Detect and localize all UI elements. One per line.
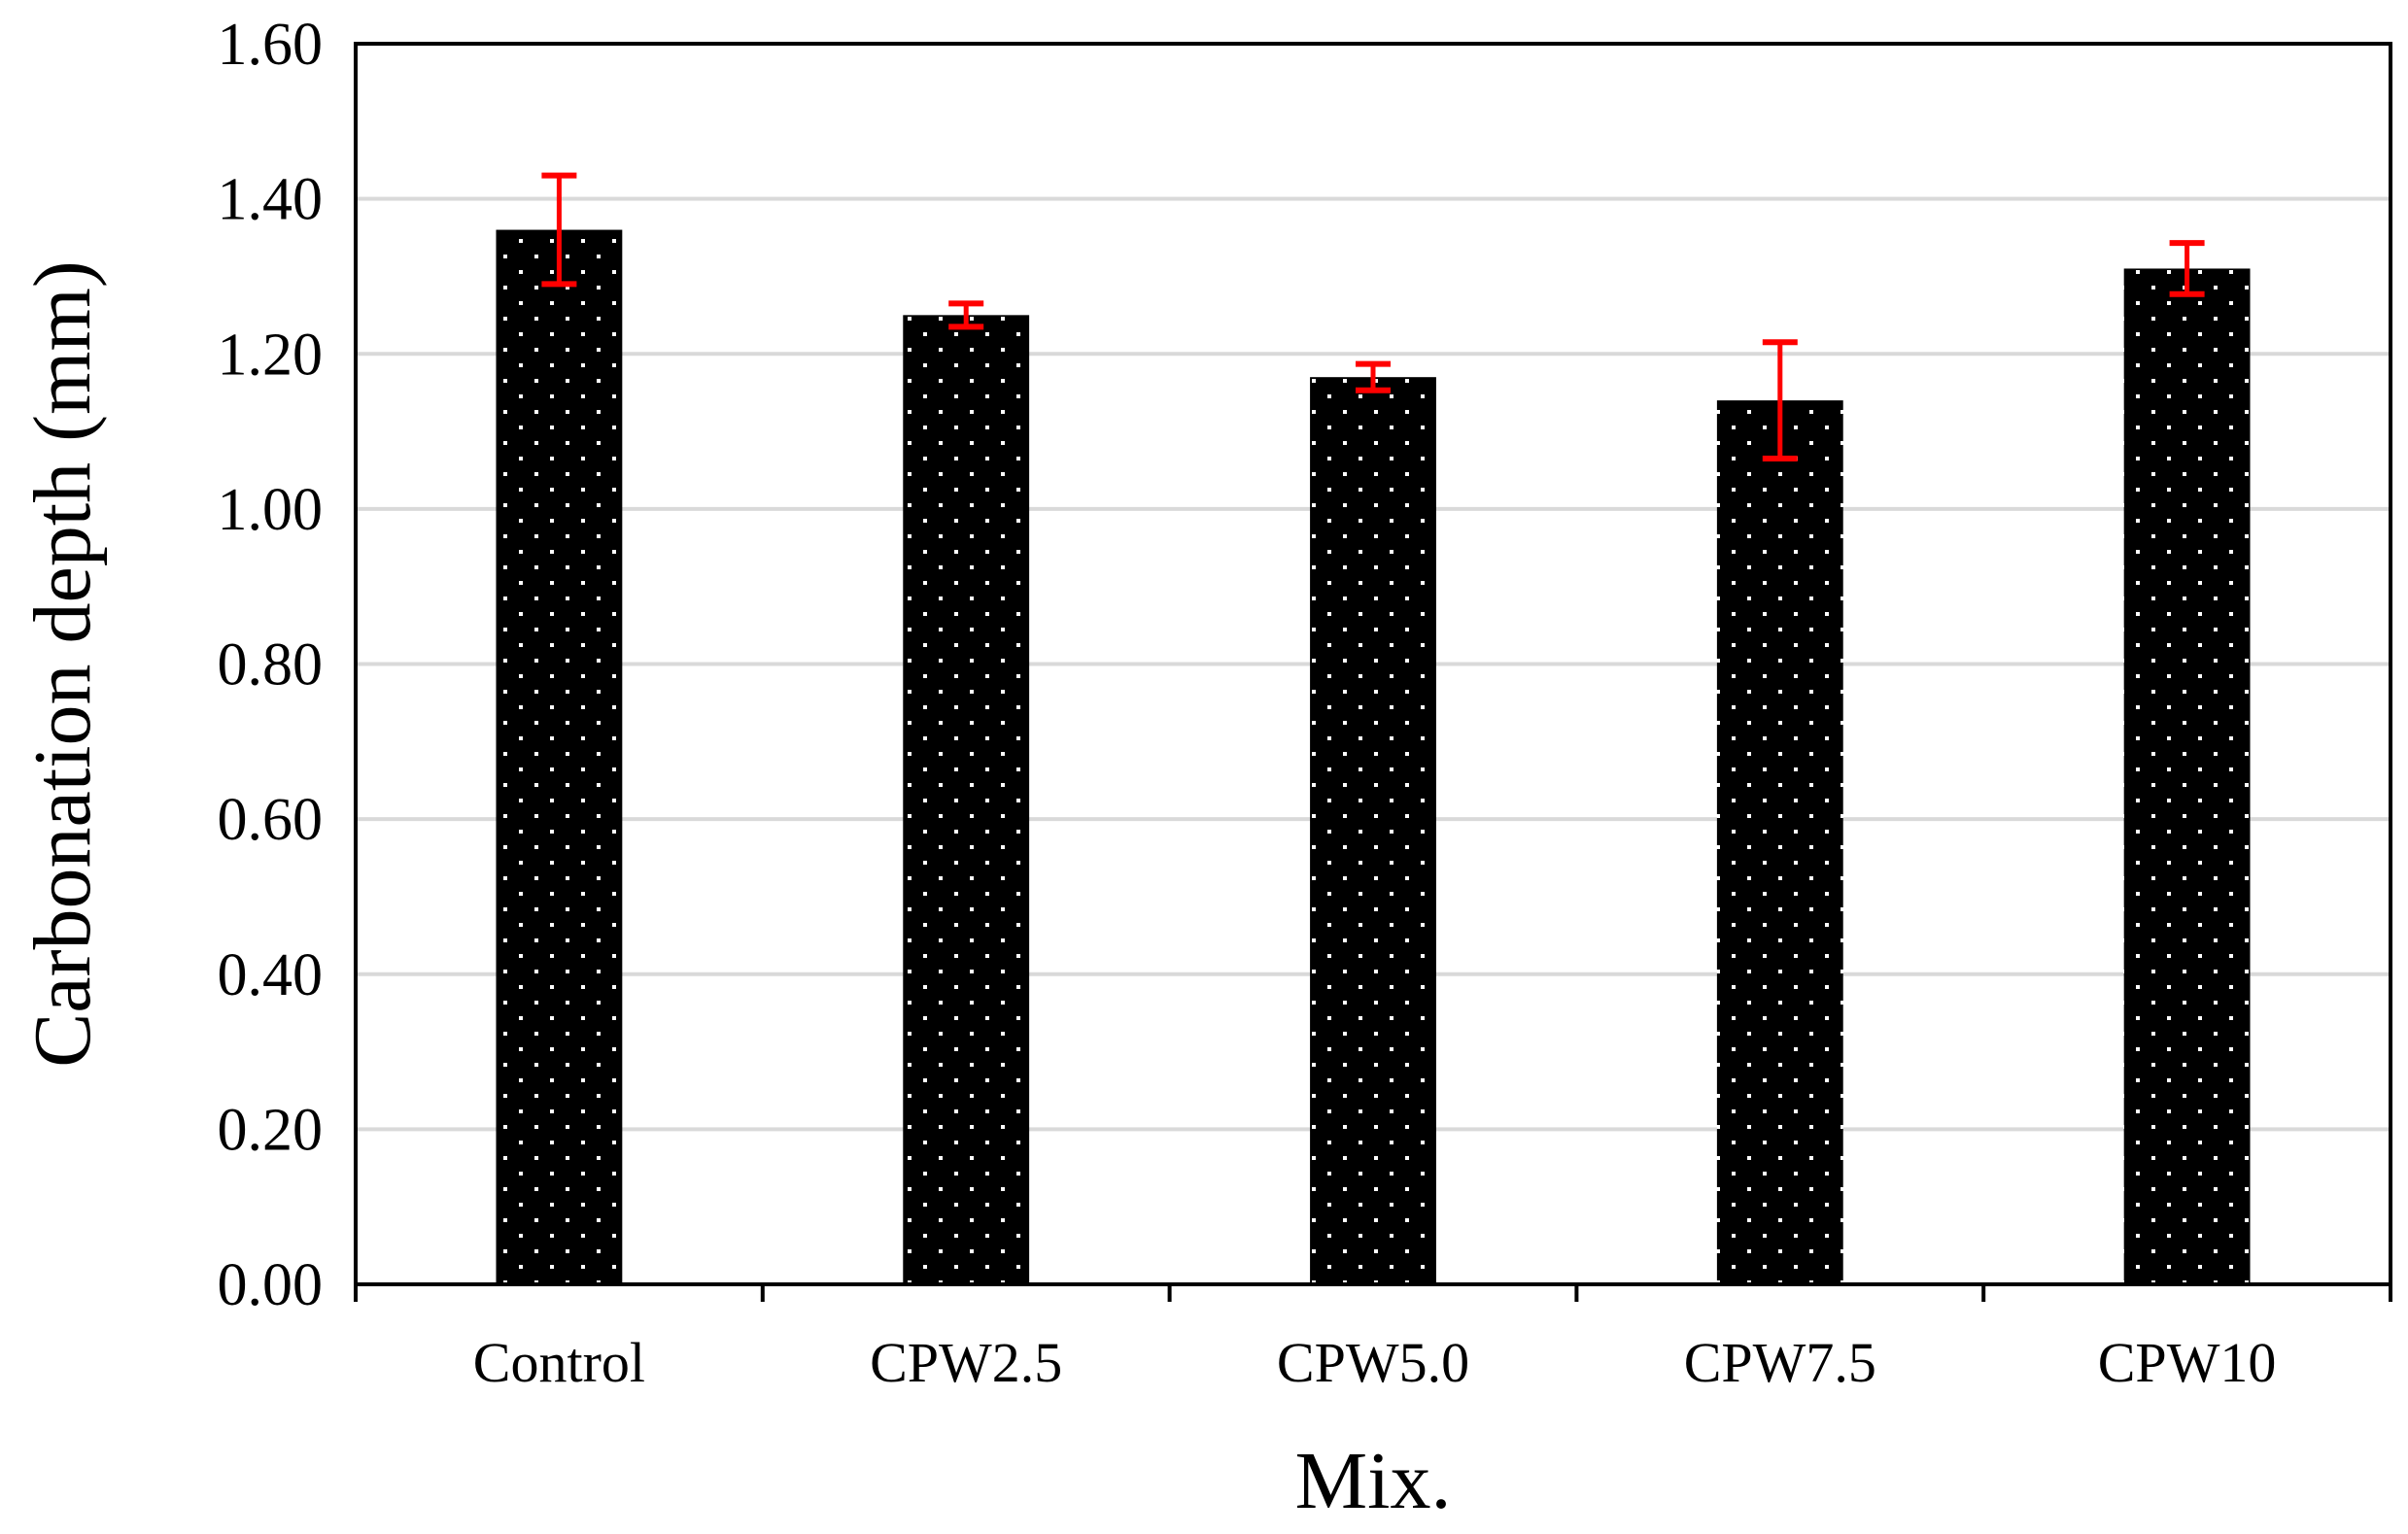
bar-cpw7-5 (1716, 400, 1843, 1284)
y-tick-label: 0.20 (218, 1097, 324, 1163)
x-axis-category-labels: Control CPW2.5 CPW5.0 CPW7.5 CPW10 (473, 1331, 2277, 1394)
plot-area-frame (354, 42, 2392, 1286)
x-axis-ticks (354, 1284, 2392, 1302)
y-tick-label: 1.60 (218, 12, 324, 78)
y-tick-label: 0.40 (218, 942, 324, 1008)
y-tick-label: 0.60 (218, 787, 324, 853)
error-bar (1762, 339, 1798, 461)
error-bar (541, 172, 577, 288)
y-tick-label: 1.20 (218, 322, 324, 388)
y-tick-label: 1.00 (218, 477, 324, 543)
error-bar (2169, 240, 2205, 297)
x-axis-title: Mix. (1294, 1436, 1451, 1526)
x-category-label: CPW7.5 (1684, 1331, 1876, 1394)
y-tick-label: 0.00 (218, 1252, 324, 1318)
x-category-label: CPW10 (2098, 1331, 2277, 1394)
error-bar (948, 300, 984, 330)
y-tick-label: 1.40 (218, 167, 324, 233)
bar-cpw5-0 (1310, 377, 1436, 1285)
x-category-label: CPW2.5 (870, 1331, 1062, 1394)
y-axis-tick-labels: 0.00 0.20 0.40 0.60 0.80 1.00 1.20 1.40 1.60 (218, 12, 324, 1318)
x-category-label: CPW5.0 (1277, 1331, 1469, 1394)
bar-cpw2-5 (903, 315, 1030, 1284)
bar-cpw10 (2123, 268, 2251, 1284)
bars (496, 229, 2251, 1285)
y-tick-label: 0.80 (218, 632, 324, 699)
x-category-label: Control (473, 1331, 645, 1394)
bar-control (496, 229, 623, 1284)
error-bar (1356, 360, 1391, 393)
y-axis-title: Carbonation depth (mm) (17, 260, 108, 1067)
error-bars (541, 172, 2205, 461)
